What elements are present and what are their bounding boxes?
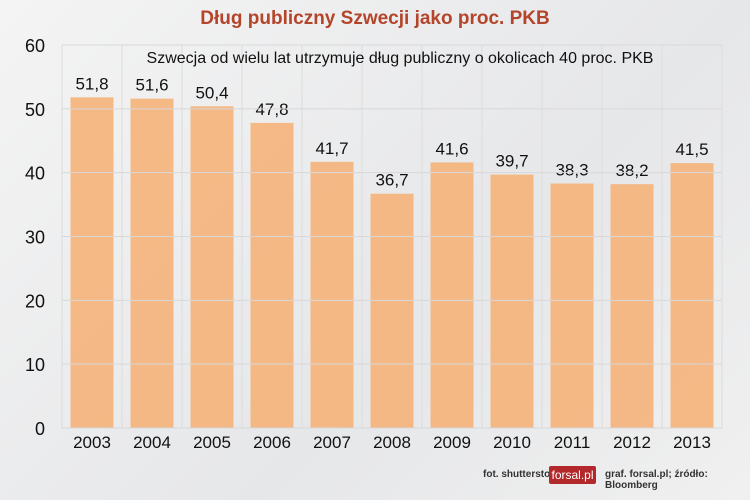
bar xyxy=(130,98,174,429)
bar xyxy=(430,162,474,428)
x-tick-label: 2008 xyxy=(373,433,411,452)
data-label: 41,7 xyxy=(315,139,348,158)
data-label: 51,8 xyxy=(75,74,108,93)
x-tick-label: 2003 xyxy=(73,433,111,452)
photo-credit: fot. shutterstock xyxy=(483,469,562,480)
bar xyxy=(610,184,654,428)
chart-title: Dług publiczny Szwecji jako proc. PKB xyxy=(200,8,550,29)
data-label: 39,7 xyxy=(495,152,528,171)
y-tick-label: 40 xyxy=(25,164,45,184)
x-tick-label: 2006 xyxy=(253,433,291,452)
source-credit: graf. forsal.pl; źródło: Bloomberg xyxy=(605,469,708,491)
data-label: 50,4 xyxy=(195,83,228,102)
bar xyxy=(190,106,234,428)
bar xyxy=(370,193,414,428)
forsal-logo: forsal.pl xyxy=(549,466,596,484)
data-label: 38,3 xyxy=(555,161,588,180)
data-label: 51,6 xyxy=(135,76,168,95)
x-tick-label: 2005 xyxy=(193,433,231,452)
chart-subtitle: Szwecja od wielu lat utrzymuje dług publ… xyxy=(147,50,654,67)
bar xyxy=(250,122,294,429)
x-tick-label: 2009 xyxy=(433,433,471,452)
data-label: 41,6 xyxy=(435,139,468,158)
x-tick-label: 2007 xyxy=(313,433,351,452)
bar xyxy=(490,174,534,428)
y-tick-label: 10 xyxy=(25,355,45,375)
x-tick-label: 2011 xyxy=(554,433,591,452)
x-tick-label: 2010 xyxy=(493,433,531,452)
data-label: 36,7 xyxy=(375,171,408,190)
data-label: 41,5 xyxy=(675,140,708,159)
y-tick-label: 30 xyxy=(25,228,45,248)
bar xyxy=(310,161,354,428)
x-tick-label: 2004 xyxy=(133,433,171,452)
bar xyxy=(70,97,114,429)
data-label: 47,8 xyxy=(255,100,288,119)
bar xyxy=(550,183,594,428)
bar xyxy=(670,163,714,428)
data-label: 38,2 xyxy=(615,161,648,180)
x-tick-label: 2012 xyxy=(613,433,651,452)
y-tick-label: 60 xyxy=(25,36,45,56)
x-tick-label: 2013 xyxy=(673,433,711,452)
y-tick-label: 20 xyxy=(25,291,45,311)
y-tick-label: 50 xyxy=(25,100,45,120)
y-tick-label: 0 xyxy=(35,419,45,439)
